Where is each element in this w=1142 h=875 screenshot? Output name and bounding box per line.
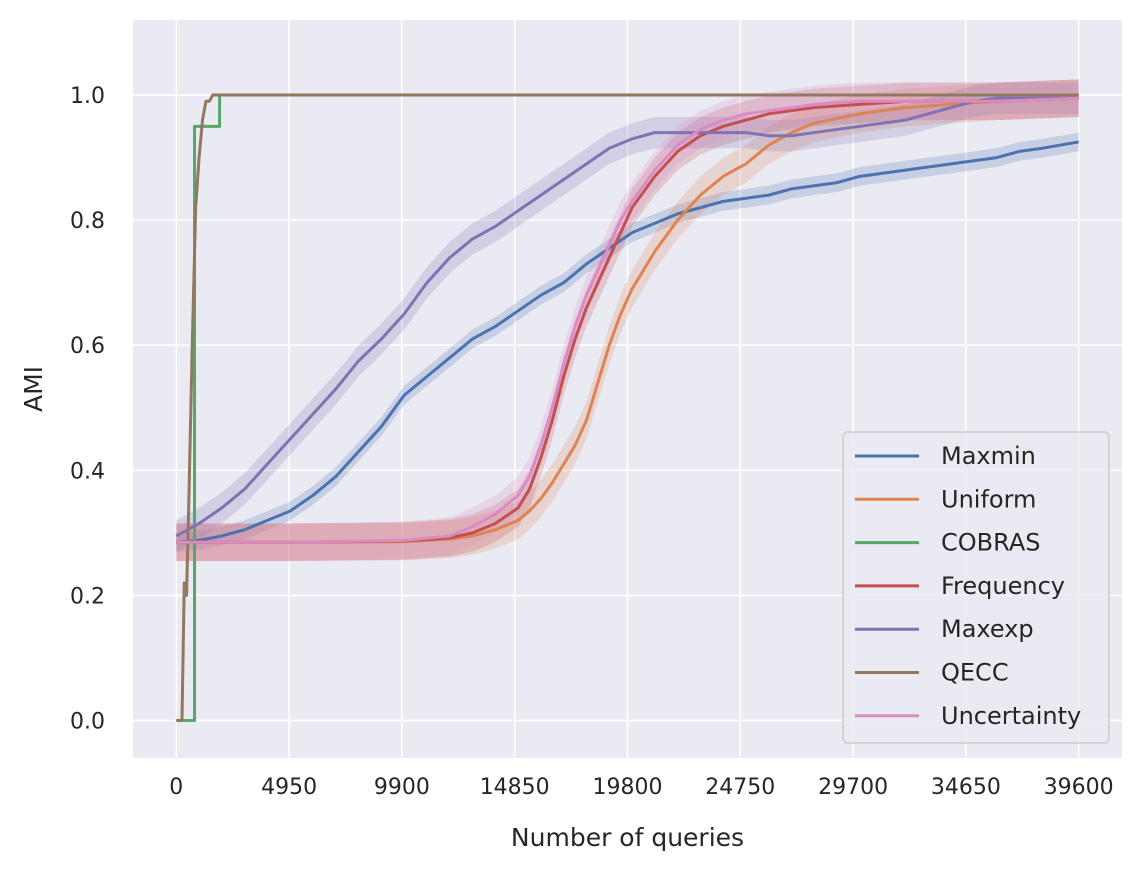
x-tick-label: 0 (169, 775, 183, 800)
series-qecc (176, 93, 1079, 722)
y-tick-label: 0.8 (70, 209, 105, 234)
x-tick-labels: 0 4950 9900 14850 19800 24750 29700 34650 39600 (169, 775, 1113, 800)
y-tick-labels: 0.0 0.2 0.4 0.6 0.8 1.0 (70, 84, 105, 734)
legend-label: QECC (941, 659, 1009, 687)
y-tick-label: 0.4 (70, 459, 105, 484)
legend-box (842, 431, 1110, 744)
series-lines (175, 93, 1079, 722)
x-tick-label: 4950 (261, 775, 317, 800)
x-tick-label: 24750 (705, 775, 775, 800)
y-axis-label: AMI (19, 366, 48, 412)
series-uncertainty (176, 96, 1079, 544)
x-axis-label: Number of queries (511, 823, 744, 852)
y-tick-label: 0.6 (70, 334, 105, 359)
legend: Maxmin Uniform COBRAS Frequency Maxexp QECC Un… (842, 431, 1110, 744)
y-tick-label: 0.2 (70, 584, 105, 609)
x-tick-label: 39600 (1044, 775, 1114, 800)
legend-label: Maxmin (941, 442, 1036, 470)
legend-label: Uncertainty (941, 702, 1081, 730)
y-tick-label: 1.0 (70, 84, 105, 109)
legend-label: Uniform (941, 485, 1036, 513)
x-tick-label: 9900 (374, 775, 430, 800)
series-uniform (176, 96, 1079, 544)
x-tick-label: 34650 (931, 775, 1001, 800)
legend-label: COBRAS (941, 529, 1040, 557)
y-tick-label: 0.0 (70, 709, 105, 734)
legend-label: Maxexp (941, 615, 1034, 643)
x-tick-label: 14850 (480, 775, 550, 800)
series-maxmin (176, 140, 1079, 544)
legend-label: Frequency (941, 572, 1065, 600)
series-frequency (176, 96, 1079, 544)
x-tick-label: 19800 (593, 775, 663, 800)
series-maxexp (175, 96, 1079, 538)
x-tick-label: 29700 (818, 775, 888, 800)
